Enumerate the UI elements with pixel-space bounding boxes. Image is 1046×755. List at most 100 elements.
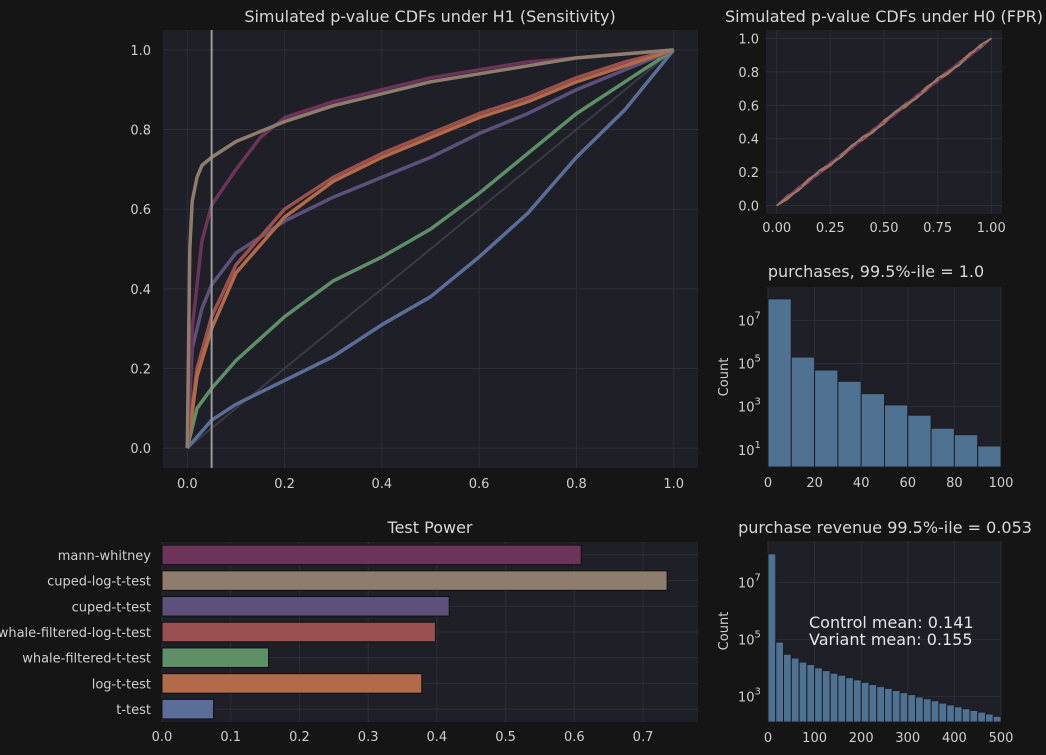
h0-xtick-label: 0.00 [762,221,791,236]
histogram-bar [783,653,792,723]
histogram-xtick-label: 0 [764,731,772,746]
histogram-bar [806,664,816,723]
h0-title: Simulated p-value CDFs under H0 (FPR) [725,7,1043,26]
power-xtick-label: 0.7 [633,730,654,745]
power-category-label: t-test [116,703,151,718]
h0-xtick-label: 0.25 [816,221,845,236]
h1-ticks: 0.0 0.2 0.4 0.6 0.8 1.0 0.0 0.2 0.4 0.6 0.8 1.0 [130,44,684,492]
h1-ytick-label: 0.2 [130,362,151,377]
histogram-bar [992,715,1002,723]
histogram-bar [868,684,878,723]
histogram-bar [899,692,909,723]
h0-ytick-label: 0.2 [738,166,759,181]
histogram-bar [860,393,886,468]
h1-xtick-label: 0.6 [469,477,490,492]
histogram-ytick-label: 105 [738,629,761,648]
power-bar [161,647,270,668]
histogram-xtick-label: 0 [764,476,772,491]
h1-xtick-label: 0.2 [274,477,295,492]
histogram-bar [946,704,955,723]
histogram-ytick-label: 103 [738,397,761,416]
histogram-bar [790,356,816,468]
revenue-bars [767,553,1002,723]
h1-series-line [185,48,676,450]
histogram-bar [852,679,862,723]
histogram-bar [884,687,893,723]
histogram-bar [930,427,955,468]
revenue-ylabel: Count [717,612,732,651]
h0-ytick-label: 1.0 [738,32,759,47]
power-xtick-label: 0.3 [358,730,379,745]
histogram-bar [915,696,924,723]
histogram-bar [860,681,870,723]
histogram-bar [767,553,777,723]
histogram-ytick-label: 107 [738,572,761,591]
power-category-label: cuped-t-test [72,600,151,615]
power-bar [161,673,423,694]
histogram-bar [814,667,823,723]
power-xtick-label: 0.1 [220,730,241,745]
purchases-title: purchases, 99.5%-ile = 1.0 [768,262,984,281]
histogram-bar [829,672,839,723]
h1-xtick-label: 0.8 [566,477,587,492]
h0-xtick-label: 1.00 [977,221,1006,236]
histogram-bar [977,711,987,723]
histogram-bar [977,445,1002,468]
histogram-bar [814,369,839,468]
purchases-ticks: 0 20 40 60 80 100 101 103 105 107 [738,310,1013,491]
histogram-xtick-label: 300 [895,731,920,746]
h0-ytick-label: 0.6 [738,99,759,114]
power-title: Test Power [387,518,473,537]
power-category-label: whale-filtered-t-test [22,652,151,667]
histogram-bar [891,690,901,723]
h0-lines [776,37,992,207]
power-bar [161,570,668,591]
power-bar [161,544,582,566]
histogram-bar [985,713,994,723]
revenue-title: purchase revenue 99.5%-ile = 0.053 [738,518,1032,537]
histogram-bar [837,674,847,723]
histogram-xtick-label: 200 [849,731,874,746]
histogram-bar [961,708,971,723]
histogram-xtick-label: 60 [900,476,917,491]
h1-lines [185,30,676,468]
power-xtick-label: 0.5 [495,730,516,745]
histogram-xtick-label: 80 [946,476,963,491]
histogram-bar [790,657,800,723]
power-ticks: 0.0 0.1 0.2 0.3 0.4 0.5 0.6 0.7 mann-whitney cupe… [0,549,653,745]
histogram-bar [922,698,932,723]
histogram-ytick-label: 107 [738,310,761,329]
power-category-label: cuped-log-t-test [47,575,151,590]
power-xtick-label: 0.4 [427,730,448,745]
h1-grid [163,30,698,468]
h0-ytick-label: 0.0 [738,200,759,215]
h1-xtick-label: 1.0 [663,477,684,492]
power-bars [161,544,668,720]
power-category-label: log-t-test [92,677,151,692]
h0-ytick-label: 0.4 [738,133,759,148]
h0-ticks: 0.00 0.25 0.50 0.75 1.00 0.0 0.2 0.4 0.6 0.8 1.0 [738,32,1005,236]
histogram-bar [837,380,862,468]
histogram-bar [884,404,909,468]
power-category-label: whale-filtered-log-t-test [0,626,151,641]
purchases-ylabel: Count [717,358,732,397]
variant-mean-annotation: Variant mean: 0.155 [809,630,973,649]
histogram-xtick-label: 500 [989,731,1014,746]
h0-xtick-label: 0.50 [870,221,899,236]
h0-diagonal-line [776,37,992,207]
histogram-bar [821,670,831,723]
power-xtick-label: 0.2 [289,730,310,745]
h1-ytick-label: 0.0 [130,442,151,457]
histogram-xtick-label: 40 [853,476,870,491]
histogram-xtick-label: 100 [989,476,1014,491]
h1-title: Simulated p-value CDFs under H1 (Sensiti… [244,7,615,26]
revenue-ticks: 0 100 200 300 400 500 103 105 107 [738,572,1013,746]
histogram-bar [798,661,808,723]
histogram-bar [907,414,932,468]
h1-ytick-label: 1.0 [130,44,151,59]
power-bar [161,698,215,720]
histogram-bar [767,298,792,468]
h1-series-line [185,48,674,449]
